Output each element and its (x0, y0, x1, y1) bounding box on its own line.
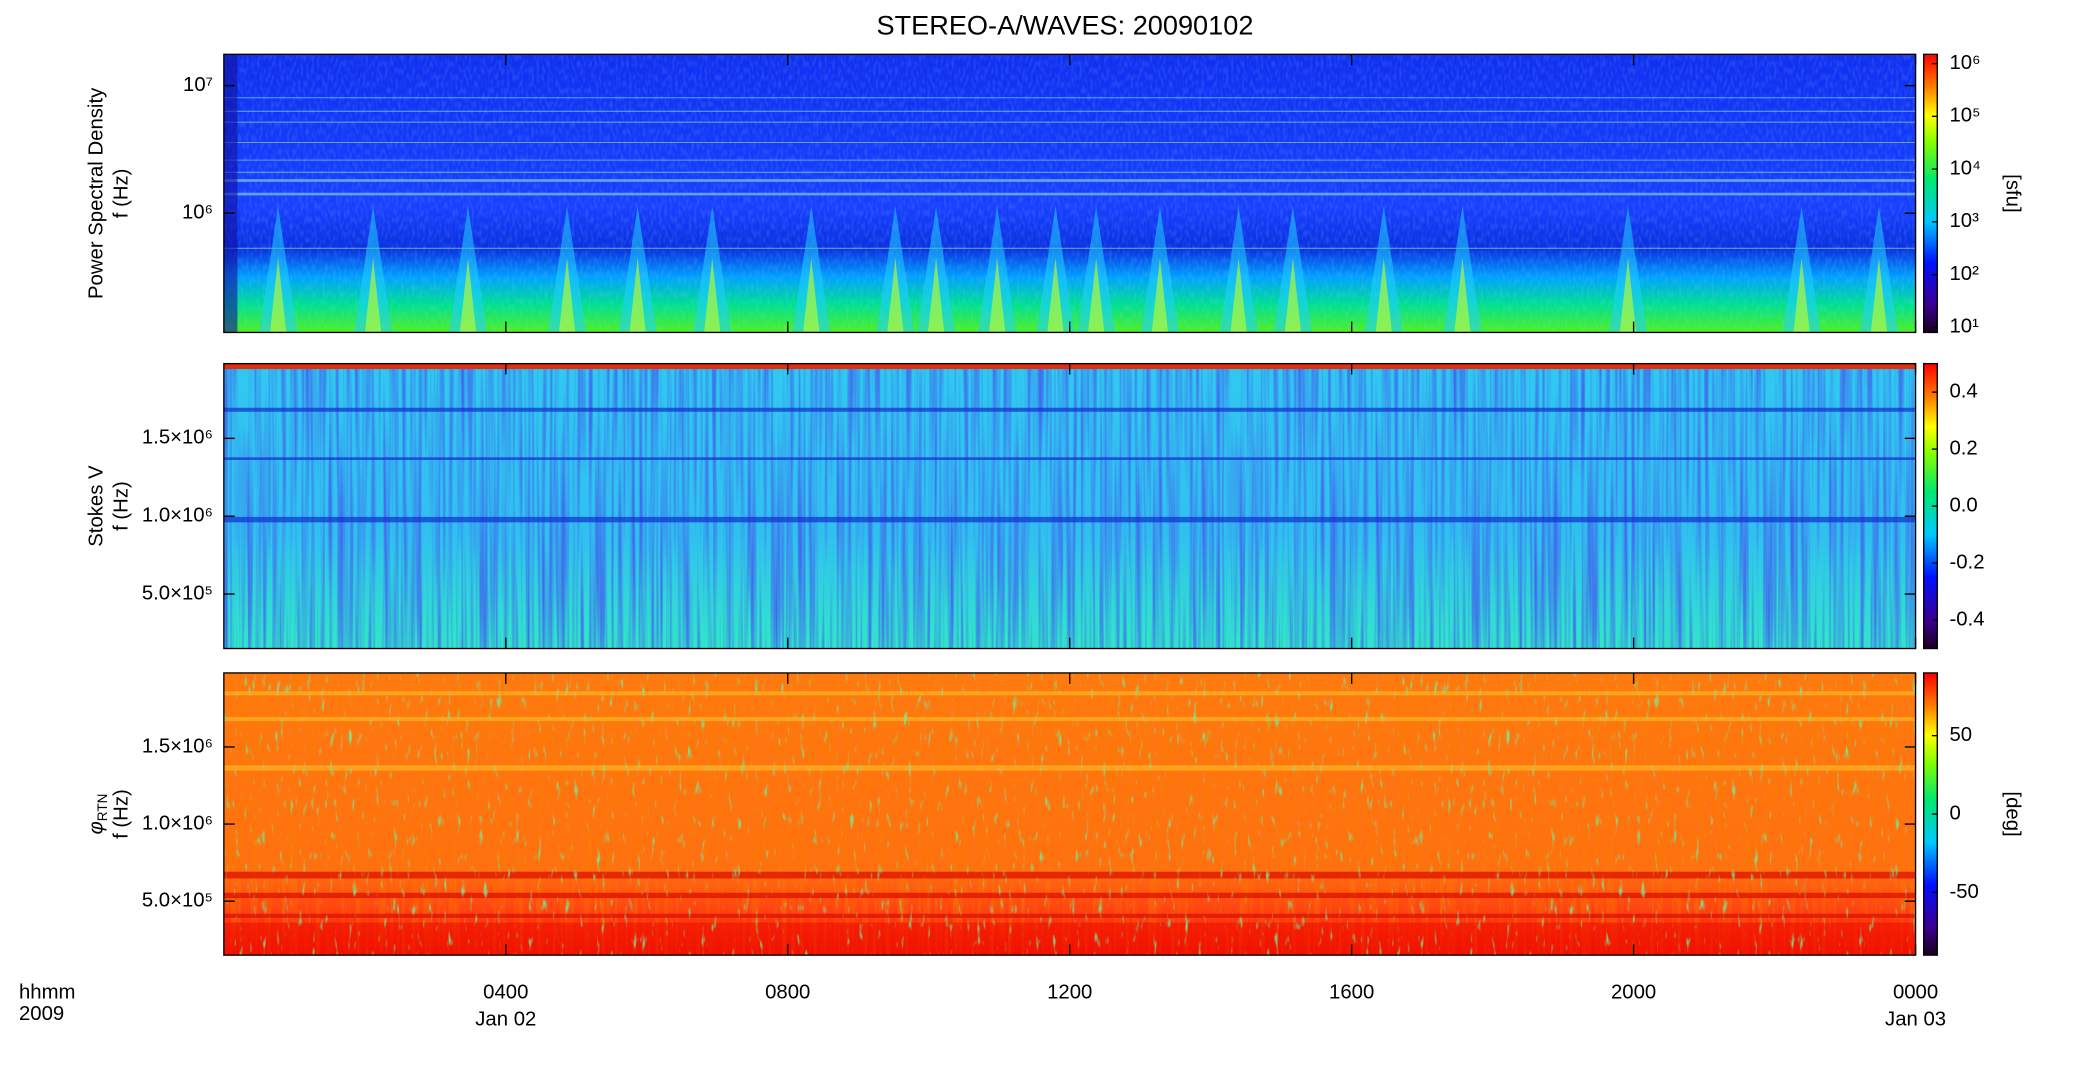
x-header: hhmm (19, 981, 75, 1003)
heatmap-burst (558, 257, 576, 333)
x-tick-sublabel: Jan 03 (1885, 1009, 1946, 1031)
y-tick-label: 10⁷ (183, 74, 213, 96)
x-tick-label: 0800 (765, 981, 810, 1003)
colorbar-tick-label: -0.2 (1949, 551, 1984, 573)
colorbar-tick-label: 0 (1949, 802, 1960, 824)
colorbar-tick-label: 0.4 (1949, 381, 1977, 403)
colorbar-tick-label: -50 (1949, 881, 1978, 903)
colorbar-tick-label: 10⁵ (1949, 105, 1980, 127)
heatmap-burst (927, 257, 945, 333)
heatmap-texture (223, 369, 1916, 649)
y-axis-label-text: Stokes V (86, 465, 108, 547)
heatmap-burst (803, 257, 820, 333)
heatmap-burst (1454, 257, 1471, 333)
panel: 5.0×10⁵ 1.0×10⁶ 1.5×10⁶ φRTN f (Hz) -50 0 50 [de… (86, 672, 2024, 956)
y-axis-label: Stokes V (86, 465, 108, 547)
y-axis-label-sub: RTN (95, 794, 110, 822)
colorbar-tick-label: 10² (1949, 263, 1979, 285)
y-tick-label: 5.0×10⁵ (142, 890, 213, 912)
heatmap-burst (1047, 257, 1064, 333)
y-tick-label: 10⁶ (182, 202, 213, 224)
y-axis-label: f (Hz) (110, 169, 132, 219)
colorbar-tick-label: 10⁴ (1949, 157, 1980, 179)
heatmap-burst (1088, 257, 1105, 333)
heatmap-burst (1151, 257, 1169, 333)
colorbar (1923, 53, 1938, 334)
panel: 10⁶ 10⁷ Power Spectral Density f (Hz) 10¹ 10²… (86, 52, 2023, 338)
heatmap-burst (1284, 257, 1302, 333)
y-tick-label: 5.0×10⁵ (142, 582, 213, 604)
colorbar-tick-label: 10⁶ (1949, 52, 1980, 74)
y-axis-label-text: φ (86, 821, 108, 834)
heatmap-burst (1793, 257, 1810, 333)
y-tick-label: 1.0×10⁶ (142, 812, 213, 834)
x-tick-label: 2000 (1611, 981, 1656, 1003)
heatmap-burst (704, 257, 721, 333)
heatmap-burst (887, 257, 904, 333)
heatmap-edge (223, 54, 238, 333)
colorbar-tick-label: -0.4 (1949, 608, 1984, 630)
heatmap-burst (1375, 257, 1392, 333)
colorbar-tick-label: 10¹ (1949, 316, 1979, 338)
x-tick-label: 0400 (483, 981, 528, 1003)
heatmap-burst (364, 257, 382, 333)
y-tick-label: 1.0×10⁶ (142, 505, 213, 527)
heatmap-burst (269, 257, 287, 333)
heatmap-burst (459, 257, 477, 333)
colorbar-label: [deg] (2002, 791, 2024, 836)
colorbar-tick-label: 0.0 (1949, 494, 1977, 516)
heatmap-texture (223, 672, 1916, 956)
chart-title: STEREO-A/WAVES: 20090102 (877, 9, 1254, 40)
x-tick-label: 1600 (1329, 981, 1374, 1003)
y-axis-label: f (Hz) (110, 481, 132, 531)
x-tick-label: 0000 (1893, 981, 1938, 1003)
y-axis-label: Power Spectral Density (86, 87, 108, 299)
x-tick-label: 1200 (1047, 981, 1092, 1003)
x-tick-sublabel: Jan 02 (475, 1009, 536, 1031)
heatmap-burst (629, 257, 646, 333)
y-tick-label: 1.5×10⁶ (142, 735, 213, 757)
y-axis-label: φRTN (86, 794, 110, 835)
heatmap-burst (1619, 257, 1637, 333)
heatmap-burst (1870, 257, 1888, 333)
x-header: 2009 (19, 1003, 64, 1025)
colorbar-tick-label: 50 (1949, 724, 1972, 746)
colorbar-tick-label: 10³ (1949, 210, 1979, 232)
colorbar-label: [sfu] (2002, 174, 2024, 212)
colorbar-tick-label: 0.2 (1949, 437, 1977, 459)
y-axis-label-text: Power Spectral Density (86, 87, 108, 299)
y-tick-label: 1.5×10⁶ (142, 427, 213, 449)
heatmap-burst (1230, 257, 1247, 333)
heatmap-burst (988, 257, 1006, 333)
y-axis-label: f (Hz) (110, 789, 132, 839)
